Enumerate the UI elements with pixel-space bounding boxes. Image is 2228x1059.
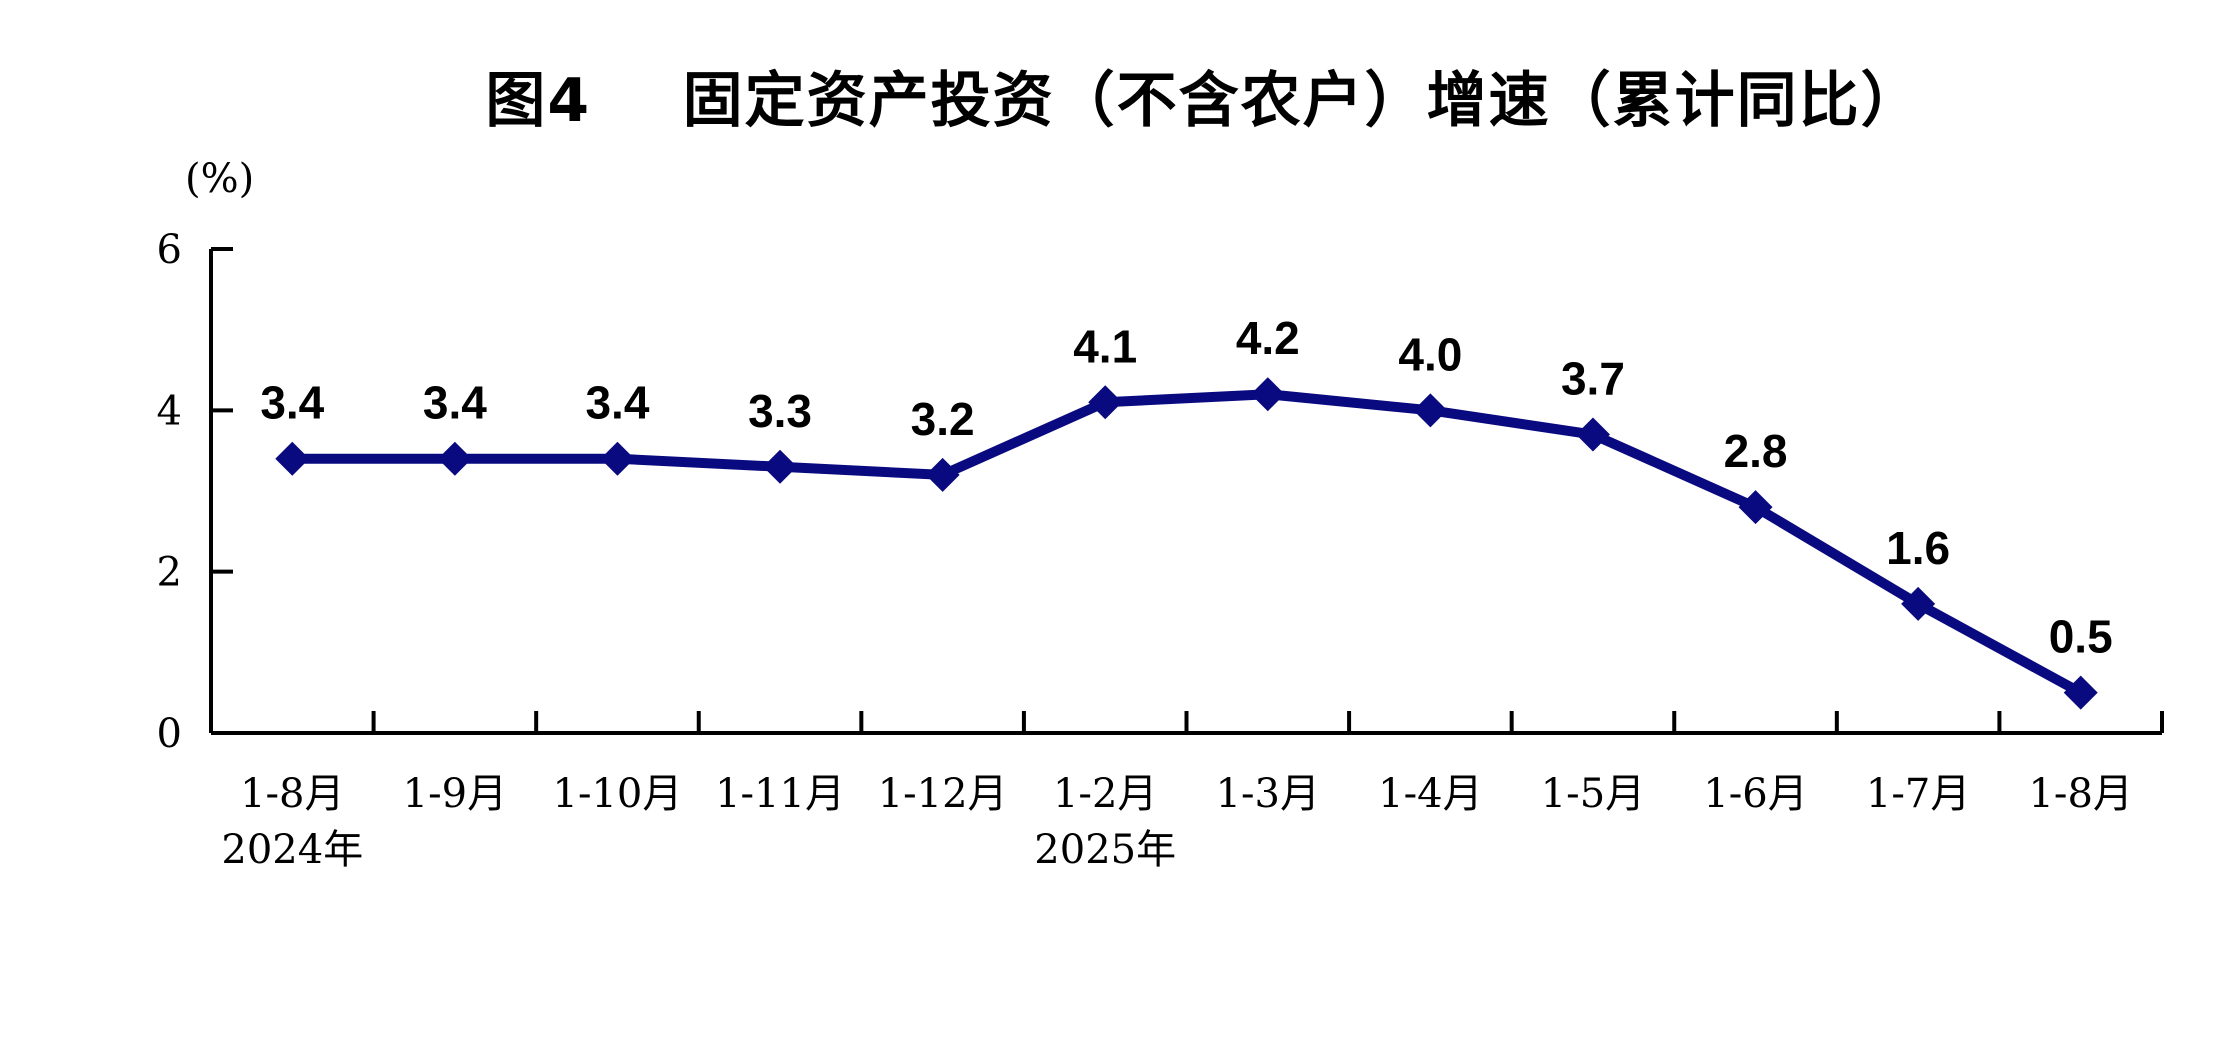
axes xyxy=(209,247,2164,735)
data-label: 3.3 xyxy=(748,385,812,437)
y-axis-labels: 0 2 4 6 xyxy=(157,227,182,757)
data-point-marker xyxy=(437,441,472,476)
data-point-marker xyxy=(1575,417,1610,452)
y-tick-label: 6 xyxy=(157,227,182,273)
x-tick-label: 1-7月 xyxy=(1866,771,1970,817)
x-tick-label: 1-10月 xyxy=(553,771,683,817)
data-label: 1.6 xyxy=(1886,522,1950,574)
data-point-marker xyxy=(275,441,310,476)
data-label: 4.0 xyxy=(1398,328,1462,380)
x-tick-label: 1-2月 xyxy=(1053,771,1157,817)
data-label: 3.4 xyxy=(260,377,324,429)
data-label: 4.2 xyxy=(1236,312,1300,364)
x-tick-label: 1-8月 xyxy=(2028,771,2132,817)
x-tick-label: 1-11月 xyxy=(715,771,845,817)
series-layer xyxy=(275,377,2098,710)
x-tick-label: 1-3月 xyxy=(1216,771,1320,817)
data-label: 3.4 xyxy=(423,377,487,429)
x-tick-label: 1-6月 xyxy=(1703,771,1807,817)
chart-title: 图4 固定资产投资（不含农户）增速（累计同比） xyxy=(485,66,1923,136)
y-tick-label: 0 xyxy=(157,711,182,757)
data-point-marker xyxy=(1088,385,1123,420)
x-tick-label: 1-4月 xyxy=(1378,771,1482,817)
x-year-label: 2024年 xyxy=(221,827,363,873)
x-year-label: 2025年 xyxy=(1034,827,1176,873)
data-point-marker xyxy=(1413,393,1448,428)
x-tick-label: 1-9月 xyxy=(403,771,507,817)
data-point-marker xyxy=(1250,377,1285,412)
y-tick-label: 4 xyxy=(157,388,182,434)
data-label: 4.1 xyxy=(1073,320,1137,372)
data-point-marker xyxy=(2063,675,2098,710)
x-axis-labels: 1-8月 2024年 1-9月 1-10月 1-11月 1-12月 1-2月 2025年 1-3… xyxy=(221,771,2133,873)
y-tick-label: 2 xyxy=(157,550,182,596)
data-point-marker xyxy=(763,449,798,484)
y-axis-unit-label: (%) xyxy=(185,156,254,202)
data-label: 3.7 xyxy=(1561,353,1625,405)
x-tick-label: 1-8月 xyxy=(240,771,344,817)
data-point-marker xyxy=(1738,490,1773,525)
data-point-marker xyxy=(925,457,960,492)
data-labels: 3.4 3.4 3.4 3.3 3.2 4.1 4.2 4.0 3.7 2.8 1.6 0.5 xyxy=(260,312,2112,662)
x-tick-label: 1-12月 xyxy=(878,771,1008,817)
data-label: 0.5 xyxy=(2049,611,2113,663)
data-point-marker xyxy=(1901,586,1936,621)
x-tick-label: 1-5月 xyxy=(1541,771,1645,817)
series-line xyxy=(287,389,2086,698)
data-label: 3.2 xyxy=(911,393,975,445)
data-label: 2.8 xyxy=(1724,425,1788,477)
data-point-marker xyxy=(600,441,635,476)
data-label: 3.4 xyxy=(585,377,649,429)
